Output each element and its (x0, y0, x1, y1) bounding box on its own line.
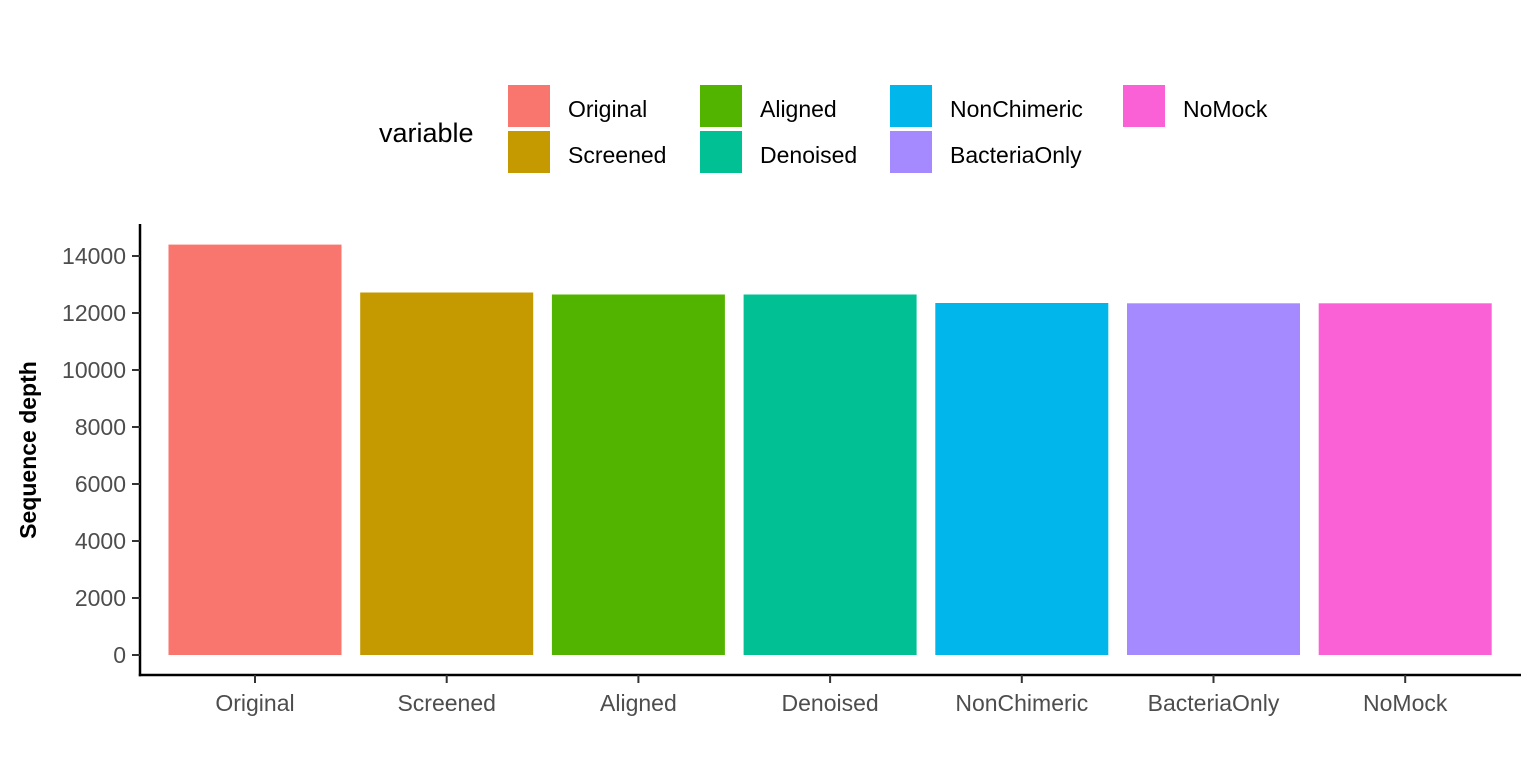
legend-label-screened: Screened (568, 142, 666, 168)
y-tick-label: 6000 (75, 471, 126, 497)
legend-key-screened (508, 131, 550, 173)
legend: variable Original Screened Aligned Denoised… (379, 85, 1268, 173)
legend-label-aligned: Aligned (760, 96, 837, 122)
y-tick-label: 14000 (62, 243, 126, 269)
bar-aligned (551, 294, 725, 655)
y-tick-label: 4000 (75, 528, 126, 554)
bar-screened (360, 292, 534, 655)
legend-label-nomock: NoMock (1183, 96, 1268, 122)
legend-key-original (508, 85, 550, 127)
x-tick-label-screened: Screened (397, 690, 495, 716)
legend-key-nonchimeric (890, 85, 932, 127)
bar-nonchimeric (935, 303, 1109, 655)
y-tick-label: 2000 (75, 585, 126, 611)
y-tick-label: 0 (113, 642, 126, 668)
legend-title: variable (379, 118, 474, 148)
legend-label-denoised: Denoised (760, 142, 857, 168)
legend-key-nomock (1123, 85, 1165, 127)
bar-nomock (1318, 303, 1492, 655)
bar-original (168, 244, 342, 655)
plot-area: 0 2000 4000 6000 8000 10000 12000 14000 Origina… (62, 224, 1521, 716)
y-tick-label: 12000 (62, 300, 126, 326)
legend-label-nonchimeric: NonChimeric (950, 96, 1083, 122)
legend-key-denoised (700, 131, 742, 173)
x-tick-label-nomock: NoMock (1363, 690, 1448, 716)
bar-denoised (743, 294, 917, 655)
x-tick-label-aligned: Aligned (600, 690, 677, 716)
legend-label-original: Original (568, 96, 647, 122)
x-tick-label-original: Original (215, 690, 294, 716)
legend-key-bacteriaonly (890, 131, 932, 173)
x-tick-label-nonchimeric: NonChimeric (955, 690, 1088, 716)
bar-bacteriaonly (1127, 303, 1300, 655)
legend-key-aligned (700, 85, 742, 127)
y-tick-label: 8000 (75, 414, 126, 440)
x-tick-label-denoised: Denoised (782, 690, 879, 716)
x-tick-label-bacteriaonly: BacteriaOnly (1148, 690, 1280, 716)
legend-label-bacteriaonly: BacteriaOnly (950, 142, 1082, 168)
y-tick-label: 10000 (62, 357, 126, 383)
y-axis-title: Sequence depth (15, 361, 41, 539)
